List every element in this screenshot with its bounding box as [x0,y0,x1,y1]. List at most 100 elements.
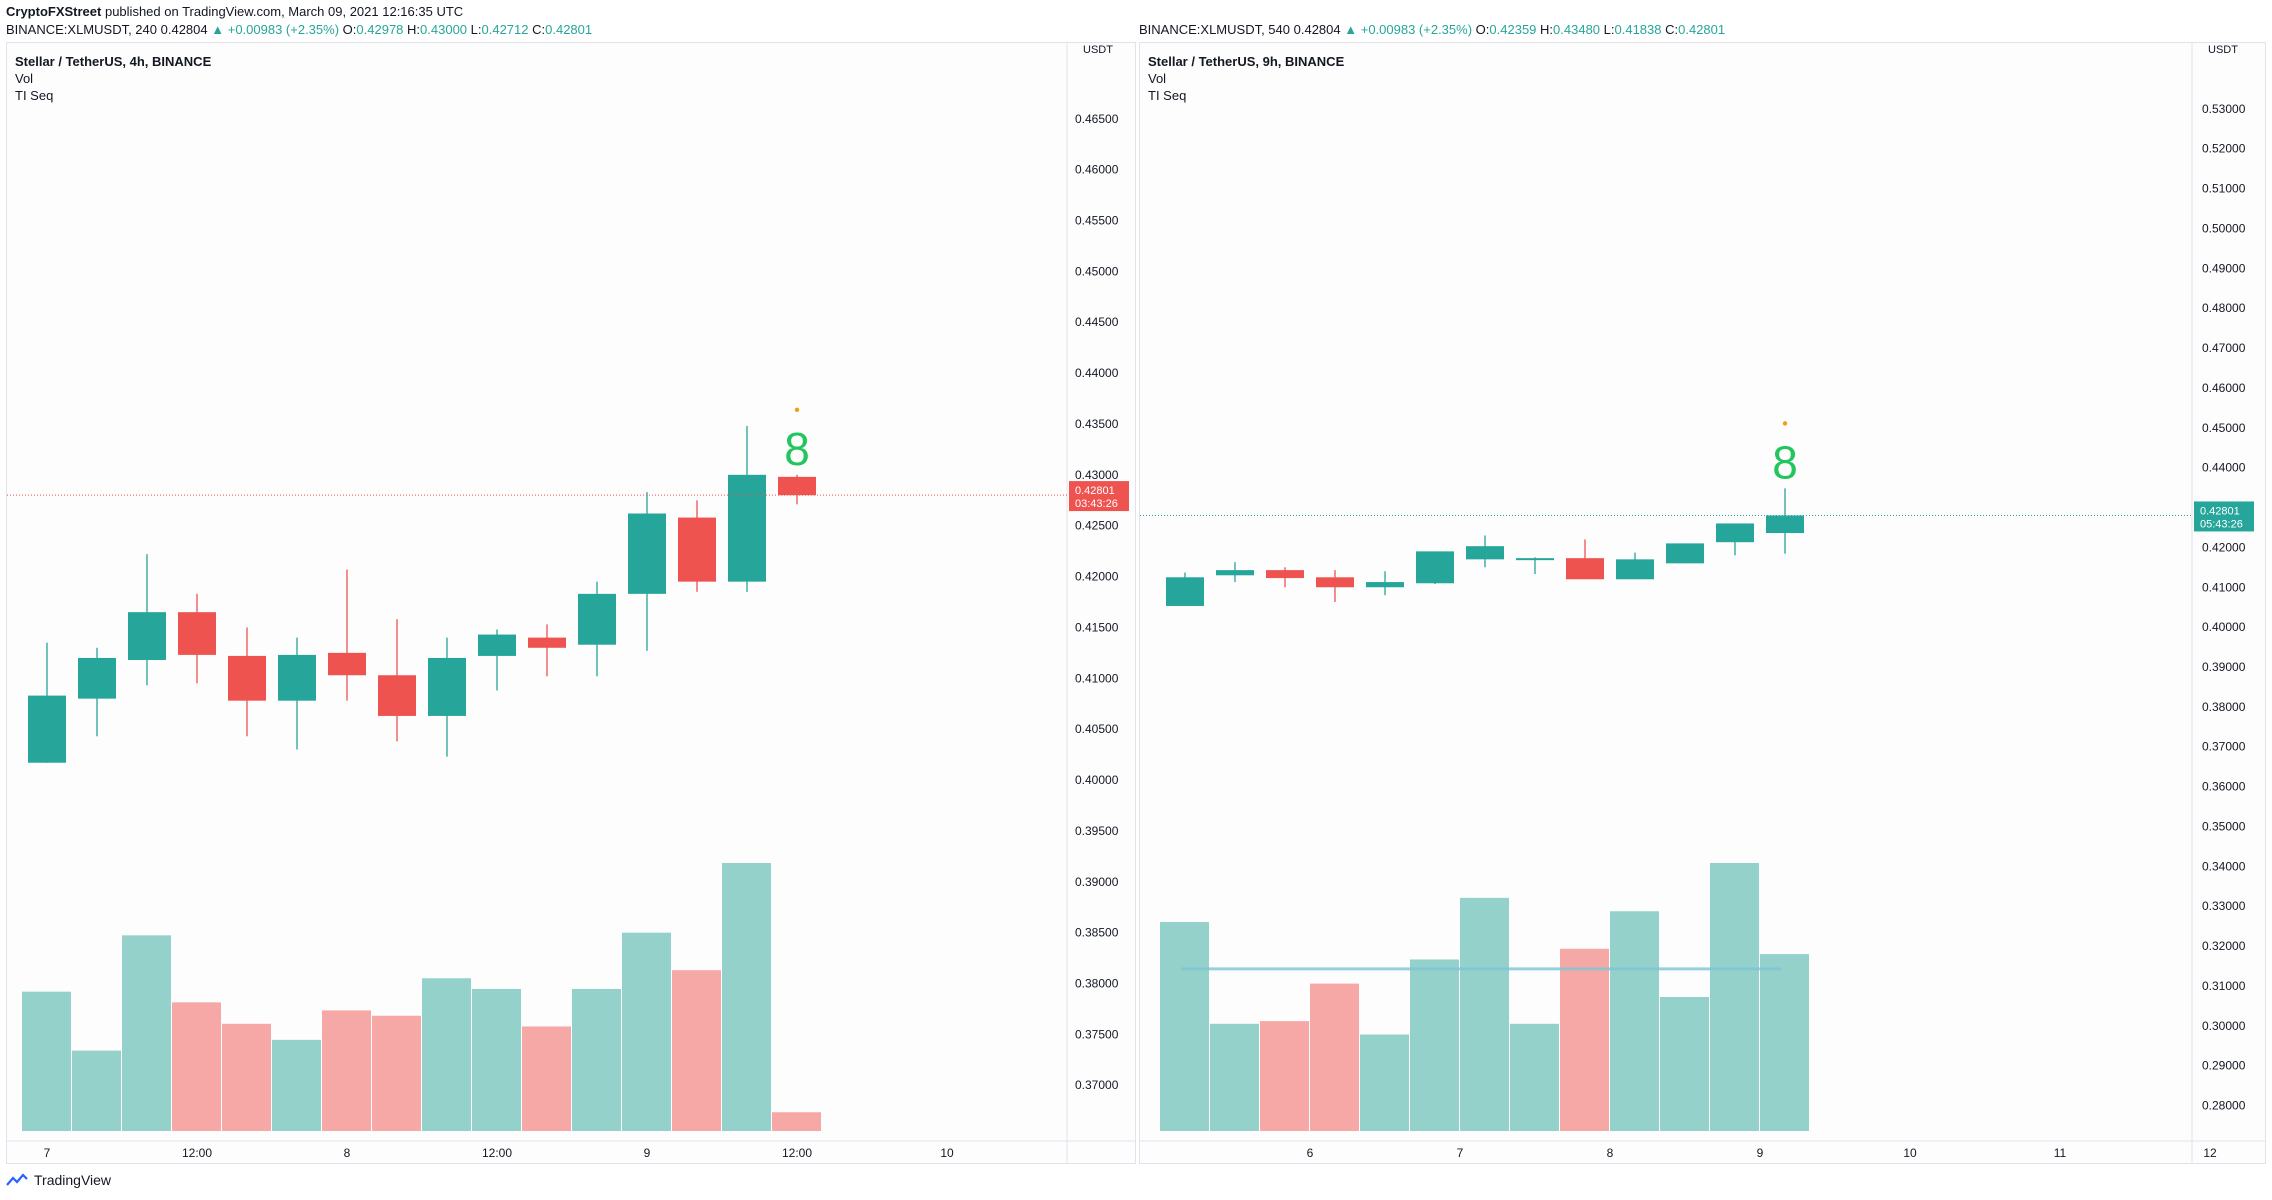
price-tick-label: 0.47000 [2202,341,2246,355]
price-tick-label: 0.39500 [1075,824,1119,838]
volume-bar [772,1112,821,1131]
right-h: 0.43480 [1553,22,1601,37]
left-l: 0.42712 [481,22,529,37]
right-indicator-vol[interactable]: Vol [1148,71,1167,86]
price-tick-label: 0.38500 [1075,926,1119,940]
last-price-value: 0.42801 [1075,485,1115,497]
left-indicator-vol[interactable]: Vol [15,71,34,86]
volume-bar [1510,1023,1559,1131]
price-tick-label: 0.42500 [1075,519,1119,533]
price-tick-label: 0.53000 [2202,102,2246,116]
candle-body [478,634,516,656]
left-h: 0.43000 [420,22,468,37]
volume-bar [422,978,471,1131]
candle-body [1416,551,1454,584]
price-tick-label: 0.33000 [2202,899,2246,913]
candle-body [1316,577,1354,588]
publish-text: published on TradingView.com, March 09, … [101,4,464,19]
volume-bar [1610,911,1659,1131]
tradingview-logo-icon[interactable] [6,1173,28,1187]
price-tick-label: 0.37000 [1075,1078,1119,1092]
left-c-label: C: [532,22,546,37]
time-tick-label: 7 [1457,1146,1464,1160]
price-tick-label: 0.44500 [1075,315,1119,329]
candle-body [628,513,666,594]
volume-bar [1210,1023,1259,1131]
candle-body [1666,543,1704,564]
price-tick-label: 0.29000 [2202,1059,2246,1073]
time-tick-label: 6 [1307,1146,1314,1160]
candle-body [178,612,216,655]
candle-body [278,654,316,701]
volume-bar [172,1002,221,1131]
last-price-countdown: 03:43:26 [1075,498,1118,510]
publisher-name[interactable]: CryptoFXStreet [6,4,102,19]
right-o: 0.42359 [1489,22,1537,37]
left-c: 0.42801 [545,22,593,37]
price-tick-label: 0.37500 [1075,1027,1119,1041]
price-tick-label: 0.46000 [1075,163,1119,177]
left-chart-svg[interactable]: USDT 0.46500 0.46000 0.45500 0.45000 0.44500 0… [7,43,1135,1163]
right-chart-svg[interactable]: USDT 0.53000 0.52000 0.51000 0.50000 0.49000 0… [1140,43,2265,1163]
volume-bar [672,970,721,1131]
volume-bar [722,863,771,1131]
candle-body [1366,582,1404,588]
price-tick-label: 0.48000 [2202,301,2246,315]
volume-bar [1410,959,1459,1131]
time-tick-label: 12:00 [182,1146,212,1160]
left-chart-title[interactable]: Stellar / TetherUS, 4h, BINANCE [15,54,212,69]
footer: TradingView [6,1172,111,1188]
price-tick-label: 0.30000 [2202,1019,2246,1033]
time-tick-label: 12:00 [482,1146,512,1160]
seq-marker-dot [1782,421,1788,426]
volume-bar [122,935,171,1131]
right-chart-panel[interactable]: Stellar / TetherUS, 9h, BINANCE Vol TI S… [1139,42,2266,1164]
volume-bar [522,1026,571,1131]
price-tick-label: 0.36000 [2202,780,2246,794]
price-tick-label: 0.43500 [1075,417,1119,431]
left-legend: Stellar / TetherUS, 4h, BINANCE Vol TI S… [15,53,211,104]
volume-bar [322,1010,371,1131]
right-o-label: O: [1475,22,1490,37]
last-price-badge [1069,481,1129,512]
right-chart-title[interactable]: Stellar / TetherUS, 9h, BINANCE [1148,54,1345,69]
left-chart-panel[interactable]: Stellar / TetherUS, 4h, BINANCE Vol TI S… [6,42,1136,1164]
volume-bar [1560,948,1609,1131]
volume-bar [1760,954,1809,1131]
right-h-label: H: [1540,22,1554,37]
left-change: ▲ +0.00983 (+2.35%) [211,22,340,37]
volume-bar [72,1050,121,1131]
price-tick-label: 0.52000 [2202,142,2246,156]
candle-body [728,474,766,582]
price-tick-label: 0.37000 [2202,740,2246,754]
volume-bar [1160,921,1209,1131]
right-l-label: L: [1603,22,1615,37]
price-tick-label: 0.40000 [2202,620,2246,634]
price-tick-label: 0.40500 [1075,722,1119,736]
right-last: 0.42804 [1293,22,1341,37]
candle-body [328,652,366,676]
left-indicator-tiseq[interactable]: TI Seq [15,88,54,103]
volume-bar [1260,1021,1309,1131]
left-o-label: O: [342,22,357,37]
left-ohlc-line: BINANCE:XLMUSDT, 240 0.42804 ▲ +0.00983 … [6,22,592,37]
time-tick-label: 10 [940,1146,954,1160]
volume-bar [572,988,621,1131]
volume-bar [1360,1034,1409,1131]
footer-brand[interactable]: TradingView [34,1172,112,1188]
time-tick-label: 12:00 [782,1146,812,1160]
candle-body [778,476,816,496]
price-tick-label: 0.32000 [2202,939,2246,953]
volume-bar [222,1023,271,1131]
candle-body [78,657,116,699]
candle-body [1216,570,1254,576]
seq-count-label: 8 [784,423,810,475]
last-price-badge [2194,501,2254,532]
time-tick-label: 10 [1903,1146,1917,1160]
price-tick-label: 0.45000 [1075,264,1119,278]
price-tick-label: 0.44000 [1075,366,1119,380]
price-tick-label: 0.49000 [2202,261,2246,275]
volume-bar [622,932,671,1131]
price-tick-label: 0.42000 [2202,540,2246,554]
right-indicator-tiseq[interactable]: TI Seq [1148,88,1187,103]
